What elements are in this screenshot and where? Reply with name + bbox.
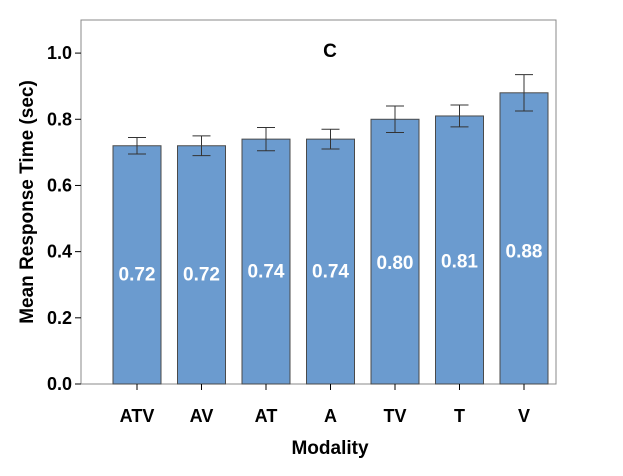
- bar-value-label: 0.74: [312, 261, 349, 282]
- bar-tv: [370, 118, 420, 385]
- x-tick-label-at: AT: [255, 406, 278, 426]
- y-tick-label: 1.0: [47, 43, 72, 63]
- bar-value-label: 0.74: [248, 261, 285, 282]
- bar-v: [499, 92, 549, 385]
- x-tick-label-v: V: [518, 406, 530, 426]
- y-axis-title: Mean Response Time (sec): [17, 80, 38, 324]
- bars: 0.72 0.72 0.74 0.74 0.80 0.81 0.88: [112, 74, 549, 385]
- y-tick-label: 0.8: [47, 109, 72, 129]
- x-tick-label-av: AV: [190, 406, 214, 426]
- bar-t: [435, 115, 484, 385]
- x-tick-label-a: A: [324, 406, 337, 426]
- y-tick-label: 0.4: [47, 242, 72, 262]
- bar-value-label: 0.81: [441, 251, 478, 272]
- bar-value-label: 0.72: [183, 264, 220, 285]
- panel-letter: C: [323, 41, 337, 62]
- bar-value-label: 0.72: [119, 264, 156, 285]
- y-tick-label: 0.6: [47, 175, 72, 195]
- bar-av: [177, 145, 226, 385]
- x-tick-label-tv: TV: [383, 406, 406, 426]
- x-tick-label-atv: ATV: [120, 406, 155, 426]
- bar-value-label: 0.88: [506, 241, 543, 262]
- x-axis-title: Modality: [291, 438, 368, 459]
- x-tick-label-t: T: [454, 406, 465, 426]
- y-tick-label: 0.2: [47, 308, 72, 328]
- bar-value-label: 0.80: [377, 253, 414, 274]
- y-tick-label: 0.0: [47, 374, 72, 394]
- y-axis: 0.0 0.2 0.4 0.6 0.8 1.0: [47, 43, 81, 394]
- x-axis: ATV AV AT A TV T V: [120, 384, 530, 426]
